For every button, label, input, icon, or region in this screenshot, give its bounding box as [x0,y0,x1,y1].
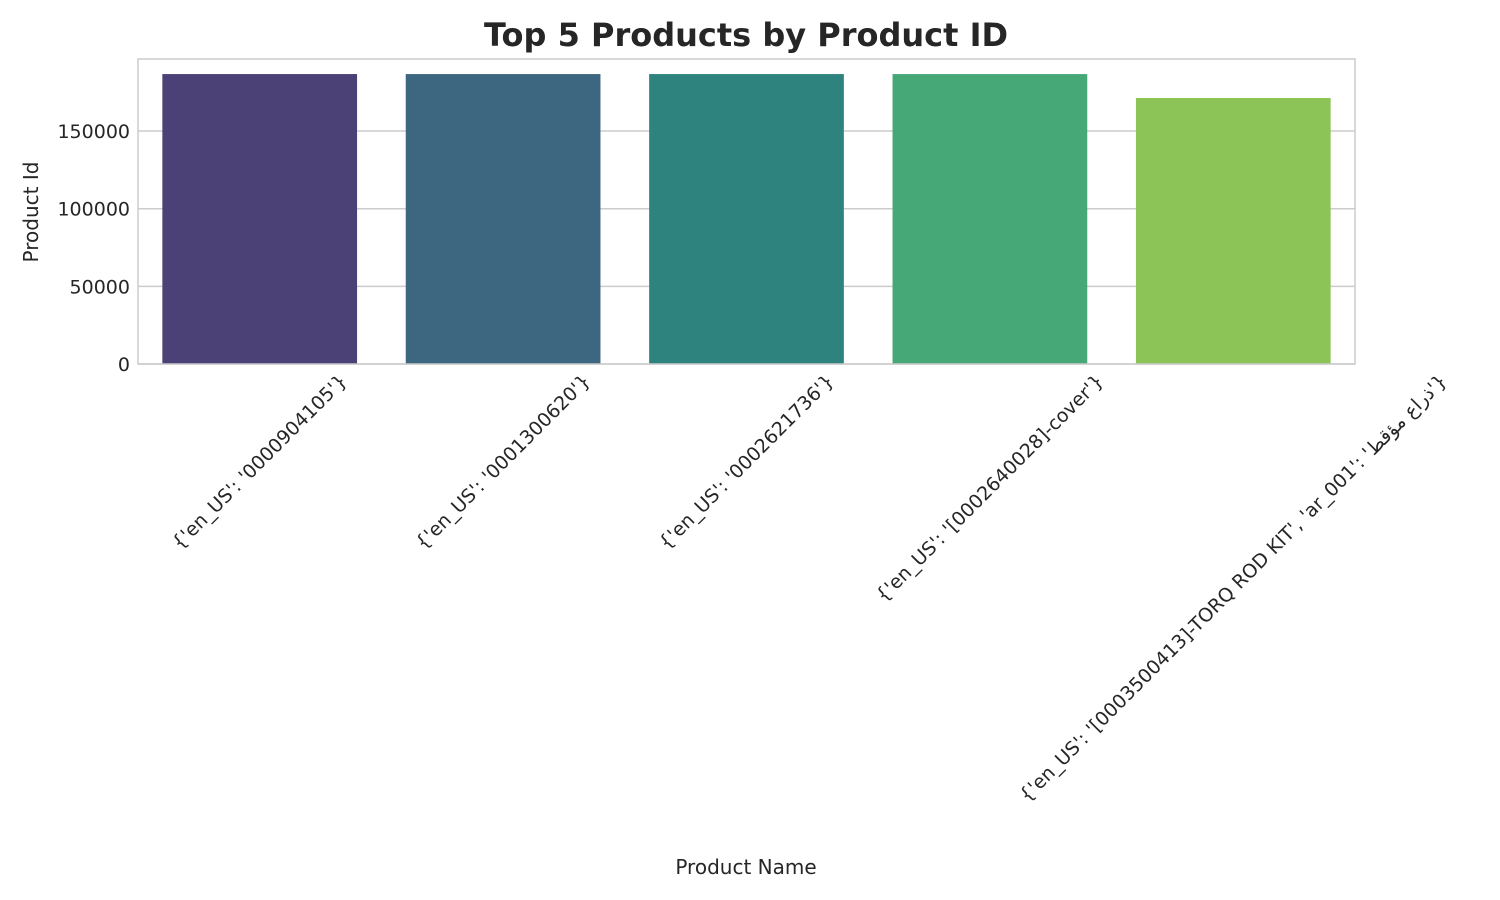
y-axis-label: Product Id [19,162,43,263]
bar [649,74,844,364]
x-tick-label: {'en_US': '[0002640028]-cover'} [872,370,1108,606]
x-tick-label: {'en_US': '0002621736'} [655,370,839,554]
y-tick-label: 150000 [57,121,130,143]
bar [162,74,358,364]
y-tick-label: 0 [118,354,130,376]
bar [405,74,601,364]
bar [1135,97,1331,364]
chart-title: Top 5 Products by Product ID [484,16,1008,54]
x-tick-label: {'en_US': '0000904105'} [168,370,352,554]
x-tick-label: {'en_US': '0001300620'} [411,370,595,554]
x-tick-label: {'en_US': '[0003500413]-TORQ ROD KIT', '… [1015,370,1451,806]
x-axis-label: Product Name [675,855,816,879]
y-tick-label: 100000 [57,199,130,221]
bar [892,74,1088,364]
plot-frame [137,58,1356,365]
y-tick-label: 50000 [70,276,130,298]
